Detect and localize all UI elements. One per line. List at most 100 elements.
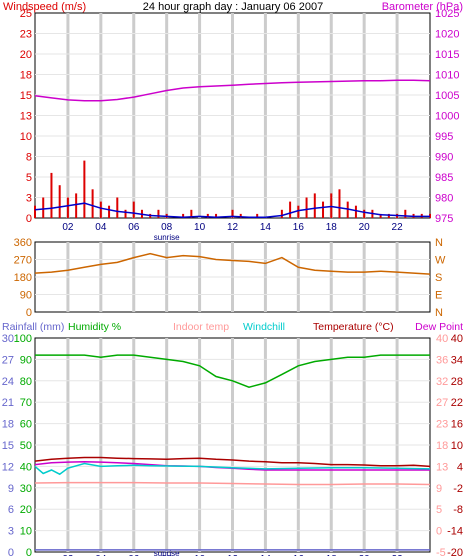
temperature-line bbox=[34, 456, 431, 468]
rainfall-tick-label: 12 bbox=[2, 461, 14, 473]
rainfall-tick-label: 18 bbox=[2, 419, 14, 431]
rainfall-tick-label: 30 bbox=[2, 333, 14, 345]
humidity-line bbox=[35, 354, 430, 388]
barometer-tick-label: 1010 bbox=[435, 70, 459, 82]
x-tick-label: 16 bbox=[293, 554, 305, 556]
rainfall-tick-label: 24 bbox=[2, 376, 14, 388]
windspeed-tick-label: 0 bbox=[26, 213, 32, 225]
barometer-tick-label: 985 bbox=[435, 172, 453, 184]
barometer-tick-label: 1015 bbox=[435, 49, 459, 61]
sunrise-label: sunrise bbox=[154, 549, 180, 556]
x-tick-label: 18 bbox=[326, 222, 338, 233]
barometer-line bbox=[34, 79, 431, 102]
barometer-tick-label: 980 bbox=[435, 193, 453, 205]
windspeed-axis-title: Windspeed (m/s) bbox=[3, 1, 86, 13]
indoor-tick-label: 9 bbox=[436, 483, 442, 495]
x-tick-label: 02 bbox=[62, 222, 74, 233]
direction-tick-label: 0 bbox=[26, 307, 32, 319]
rainfall-tick-label: 21 bbox=[2, 397, 14, 409]
windspeed-tick-label: 23 bbox=[20, 29, 32, 41]
humidity-tick-label: 90 bbox=[20, 354, 32, 366]
indoor-tick-label: 36 bbox=[436, 354, 448, 366]
direction-tick-label: 270 bbox=[14, 255, 32, 267]
x-tick-label: 04 bbox=[95, 222, 107, 233]
indoor-tick-label: 0 bbox=[436, 526, 442, 538]
humidity-tick-label: 40 bbox=[20, 461, 32, 473]
x-tick-label: 12 bbox=[227, 554, 239, 556]
chart-title: 24 hour graph day : January 06 2007 bbox=[143, 1, 323, 13]
indoor-tick-label: 18 bbox=[436, 440, 448, 452]
temperature-tick-label: 40 bbox=[451, 333, 463, 345]
x-tick-label: 16 bbox=[293, 222, 305, 233]
temperature-tick-label: -20 bbox=[447, 547, 463, 556]
temperature-tick-label: 34 bbox=[451, 354, 463, 366]
indoor-tick-label: 40 bbox=[436, 333, 448, 345]
temperature-axis-title: Temperature (°C) bbox=[313, 321, 394, 333]
humidity-tick-label: 70 bbox=[20, 397, 32, 409]
indoor-temp-axis-title: Indoor temp bbox=[173, 321, 229, 333]
compass-label: N bbox=[435, 307, 443, 319]
windspeed-tick-label: 25 bbox=[20, 8, 32, 20]
barometer-tick-label: 1020 bbox=[435, 29, 459, 41]
humidity-tick-label: 20 bbox=[20, 504, 32, 516]
direction-tick-label: 360 bbox=[14, 237, 32, 249]
x-tick-label: 10 bbox=[194, 554, 206, 556]
x-tick-label: 06 bbox=[128, 554, 140, 556]
rainfall-tick-label: 3 bbox=[8, 526, 14, 538]
x-tick-label: 14 bbox=[260, 222, 272, 233]
humidity-tick-label: 10 bbox=[20, 526, 32, 538]
humidity-tick-label: 100 bbox=[14, 333, 32, 345]
barometer-tick-label: 975 bbox=[435, 213, 453, 225]
compass-label: N bbox=[435, 237, 443, 249]
temperature-tick-label: 4 bbox=[457, 461, 463, 473]
x-tick-label: 02 bbox=[62, 554, 74, 556]
windspeed-tick-label: 20 bbox=[20, 49, 32, 61]
rainfall-tick-label: 6 bbox=[8, 504, 14, 516]
temperature-tick-label: 28 bbox=[451, 376, 463, 388]
x-tick-label: 12 bbox=[227, 222, 239, 233]
rainfall-tick-label: 0 bbox=[8, 547, 14, 556]
indoor-tick-label: -5 bbox=[436, 547, 446, 556]
indoor-tick-label: 23 bbox=[436, 419, 448, 431]
windspeed-tick-label: 10 bbox=[20, 131, 32, 143]
indoor-tick-label: 32 bbox=[436, 376, 448, 388]
rainfall-tick-label: 15 bbox=[2, 440, 14, 452]
x-tick-label: 04 bbox=[95, 554, 107, 556]
x-tick-label: 14 bbox=[260, 554, 272, 556]
humidity-tick-label: 30 bbox=[20, 483, 32, 495]
temperature-tick-label: 16 bbox=[451, 419, 463, 431]
windspeed-tick-label: 3 bbox=[26, 193, 32, 205]
x-tick-label: 08 bbox=[161, 554, 173, 556]
barometer-tick-label: 1005 bbox=[435, 90, 459, 102]
temperature-tick-label: -14 bbox=[447, 526, 463, 538]
x-tick-label: 10 bbox=[194, 222, 206, 233]
temperature-tick-label: 10 bbox=[451, 440, 463, 452]
x-tick-label: 20 bbox=[359, 222, 371, 233]
windspeed-tick-label: 15 bbox=[20, 90, 32, 102]
barometer-tick-label: 995 bbox=[435, 131, 453, 143]
humidity-tick-label: 0 bbox=[26, 547, 32, 556]
x-tick-label: 06 bbox=[128, 222, 140, 233]
windspeed-tick-label: 13 bbox=[20, 111, 32, 123]
windchill-line bbox=[34, 462, 431, 476]
avg-wind-line bbox=[34, 202, 430, 218]
temperature-tick-label: -2 bbox=[453, 483, 463, 495]
compass-label: E bbox=[435, 290, 442, 302]
indoor-tick-label: 13 bbox=[436, 461, 448, 473]
windchill-axis-title: Windchill bbox=[243, 321, 285, 333]
barometer-tick-label: 1025 bbox=[435, 8, 459, 20]
rainfall-axis-title: Rainfall (mm) bbox=[2, 321, 64, 333]
rainfall-tick-label: 27 bbox=[2, 354, 14, 366]
indoor-temp-line bbox=[34, 481, 431, 486]
x-tick-label: 22 bbox=[392, 222, 404, 233]
x-tick-label: 18 bbox=[326, 554, 338, 556]
x-tick-label: 22 bbox=[392, 554, 404, 556]
compass-label: W bbox=[435, 255, 446, 267]
humidity-axis-title: Humidity % bbox=[68, 321, 121, 333]
indoor-tick-label: 27 bbox=[436, 397, 448, 409]
barometer-tick-label: 1000 bbox=[435, 111, 459, 123]
barometer-tick-label: 990 bbox=[435, 152, 453, 164]
x-tick-label: 08 bbox=[161, 222, 173, 233]
barometer-axis-title: Barometer (hPa) bbox=[382, 1, 463, 13]
